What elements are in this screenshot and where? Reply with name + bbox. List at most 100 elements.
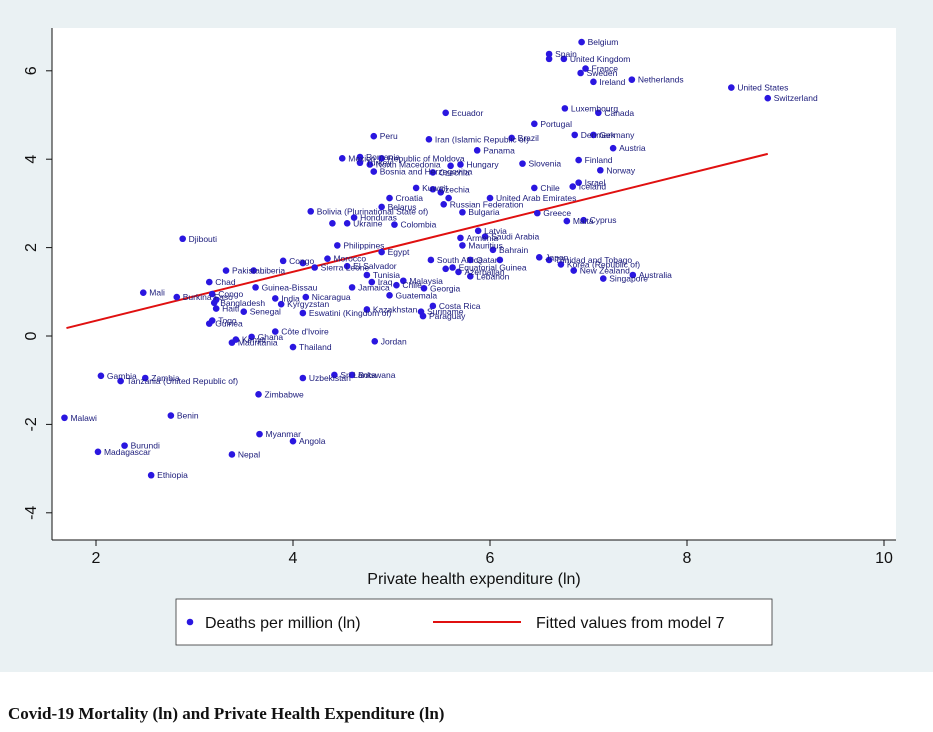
- data-point: [324, 255, 331, 262]
- point-label: Morocco: [333, 254, 366, 264]
- point-label: Egypt: [388, 247, 410, 257]
- x-tick-label: 6: [486, 550, 495, 567]
- point-label: United Arab Emirates: [496, 193, 576, 203]
- data-point: [429, 169, 437, 176]
- data-point: [420, 284, 428, 292]
- point-label: Portugal: [540, 119, 572, 129]
- data-point: [334, 242, 341, 249]
- point-label: Spain: [555, 49, 577, 59]
- data-point: [560, 55, 568, 63]
- point-label: Chad: [215, 277, 236, 287]
- data-point: [386, 194, 393, 202]
- data-point: [271, 295, 279, 302]
- data-point: [289, 437, 297, 445]
- data-point: [356, 159, 364, 167]
- point-label: Norway: [606, 165, 636, 175]
- point-label: Zimbabwe: [265, 389, 304, 399]
- y-tick-label: 2: [23, 243, 40, 252]
- data-point: [575, 179, 582, 186]
- data-point: [419, 312, 427, 320]
- data-point: [173, 293, 181, 301]
- data-point: [350, 214, 358, 221]
- point-label: Korea (Republic of): [567, 259, 640, 269]
- data-point: [629, 271, 637, 279]
- point-label: Gambia: [107, 371, 137, 381]
- data-point: [597, 166, 604, 174]
- figure-panel: -4 -2 0 2 4 6 2 4 6 8 10 Belgium Spain United Kingd…: [0, 0, 933, 672]
- point-label: Malta: [573, 216, 594, 226]
- data-point: [609, 144, 617, 152]
- data-point: [535, 254, 543, 261]
- data-point: [575, 156, 582, 164]
- point-label: Brazil: [518, 133, 539, 143]
- data-point: [343, 219, 351, 227]
- data-point: [94, 448, 102, 456]
- point-label: Angola: [299, 436, 326, 446]
- data-point: [386, 292, 393, 299]
- data-point: [628, 76, 636, 83]
- data-point: [348, 284, 356, 291]
- point-label: Sri Lanka: [340, 370, 376, 380]
- data-point: [561, 105, 569, 112]
- point-label: Denmark: [581, 130, 616, 140]
- data-point: [248, 333, 255, 341]
- point-label: Bulgaria: [468, 207, 499, 217]
- data-point: [570, 267, 578, 274]
- data-point: [279, 257, 287, 265]
- point-label: Bangladesh: [220, 298, 265, 308]
- point-label: Paraguay: [429, 311, 466, 321]
- data-point: [427, 256, 435, 264]
- point-label: Ethiopia: [157, 470, 188, 480]
- point-label: Trinidad and Tobago: [555, 255, 632, 265]
- data-point: [179, 235, 186, 243]
- data-point: [486, 194, 494, 202]
- data-point: [459, 242, 466, 249]
- x-tick-label: 8: [683, 550, 692, 567]
- y-tick-label: -2: [23, 417, 40, 431]
- y-tick-label: 0: [23, 331, 40, 340]
- point-label: Cyprus: [590, 215, 617, 225]
- point-label: Iraq: [378, 277, 393, 287]
- data-point: [563, 217, 571, 225]
- point-label: Philippines: [343, 240, 384, 250]
- data-point: [437, 189, 445, 196]
- point-label: Haiti: [222, 304, 239, 314]
- data-point: [764, 94, 772, 102]
- point-label: Iceland: [579, 182, 607, 192]
- point-label: Israel: [585, 178, 606, 188]
- data-point: [474, 227, 482, 235]
- data-point: [363, 306, 371, 313]
- fitted-line: [66, 152, 769, 330]
- data-point: [378, 155, 385, 162]
- data-point: [277, 300, 285, 308]
- point-label: Jordan: [381, 336, 407, 346]
- data-point: [299, 309, 307, 317]
- point-label: Netherlands: [638, 75, 684, 85]
- point-label: Croatia: [396, 193, 424, 203]
- data-point: [455, 268, 462, 276]
- data-point: [329, 219, 336, 227]
- point-label: Suriname: [427, 307, 464, 317]
- point-label: New Zealand: [580, 266, 630, 276]
- point-label: Mauritius: [468, 240, 502, 250]
- point-label: Congo: [289, 256, 314, 266]
- point-label: Belgium: [588, 37, 619, 47]
- point-label: Japan: [545, 252, 568, 262]
- data-point: [582, 65, 589, 72]
- data-point: [571, 131, 579, 139]
- data-point: [348, 371, 356, 379]
- data-point: [728, 84, 735, 91]
- data-point: [440, 200, 448, 208]
- data-point: [457, 161, 464, 168]
- point-label: Bahrain: [499, 245, 529, 255]
- data-point: [299, 259, 307, 267]
- points-layer: [61, 38, 772, 479]
- data-point: [250, 267, 257, 274]
- point-label: Czechia: [439, 184, 470, 194]
- point-label: Nicaragua: [312, 292, 351, 302]
- point-label: Colombia: [400, 220, 436, 230]
- point-label: Switzerland: [774, 93, 818, 103]
- data-point: [590, 131, 597, 139]
- data-point: [208, 290, 216, 298]
- x-tick-label: 2: [92, 550, 101, 567]
